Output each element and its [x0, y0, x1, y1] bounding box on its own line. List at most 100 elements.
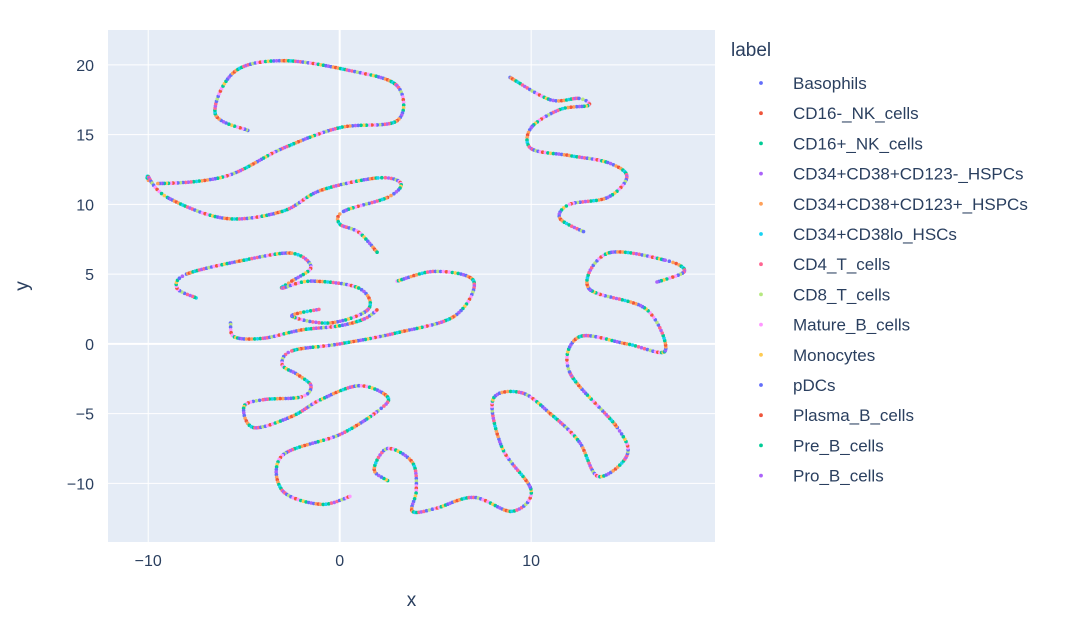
y-tick-label: 10	[76, 197, 94, 214]
legend-marker	[759, 111, 763, 116]
data-point	[353, 123, 358, 128]
data-point	[311, 320, 315, 324]
legend-item[interactable]: CD34+CD38lo_HSCs	[759, 225, 957, 244]
data-point	[575, 155, 579, 159]
legend-item[interactable]: Basophils	[759, 74, 867, 93]
data-point	[363, 72, 368, 76]
data-point	[364, 123, 369, 127]
data-point	[626, 299, 630, 304]
x-tick-label: 0	[335, 553, 344, 570]
legend-item[interactable]: CD34+CD38+CD123-_HSPCs	[759, 165, 1024, 184]
data-point	[255, 337, 260, 341]
legend-item[interactable]: CD34+CD38+CD123+_HSPCs	[759, 195, 1028, 214]
data-point	[562, 153, 567, 157]
data-point	[425, 270, 430, 274]
data-point	[359, 384, 364, 388]
data-point	[546, 151, 550, 155]
data-point	[493, 426, 498, 431]
data-point	[301, 499, 306, 504]
data-point	[557, 99, 561, 103]
data-point	[356, 123, 361, 128]
data-point	[327, 502, 331, 506]
legend-item[interactable]: pDCs	[759, 376, 836, 395]
data-point	[305, 309, 310, 314]
data-point	[566, 105, 570, 110]
data-point	[493, 424, 497, 428]
data-point	[305, 392, 310, 396]
legend-item[interactable]: CD4_T_cells	[759, 255, 890, 274]
data-point	[376, 176, 380, 180]
data-point	[563, 106, 567, 110]
x-tick-label: 10	[522, 553, 540, 570]
data-point	[290, 279, 294, 283]
data-point	[261, 60, 265, 64]
data-point	[580, 200, 585, 204]
data-point	[359, 123, 363, 128]
data-point	[272, 397, 277, 401]
data-point	[362, 384, 367, 388]
data-point	[665, 277, 669, 281]
legend-item[interactable]: Monocytes	[759, 346, 875, 365]
data-point	[314, 320, 318, 325]
data-point	[290, 251, 294, 255]
data-point	[514, 390, 519, 394]
legend[interactable]: label Basophils CD16-_NK_cells CD16+_NK_ce…	[731, 40, 1028, 486]
data-point	[325, 321, 330, 325]
legend-item[interactable]: Pro_B_cells	[759, 467, 884, 486]
data-point	[581, 97, 585, 102]
data-point	[414, 488, 419, 493]
x-axis-title: x	[407, 590, 417, 611]
y-axis-title: y	[12, 281, 33, 291]
data-point	[565, 361, 569, 365]
data-point	[591, 198, 596, 203]
data-point	[364, 202, 369, 206]
data-point	[606, 294, 610, 299]
data-point	[278, 396, 282, 401]
legend-item[interactable]: CD16-_NK_cells	[759, 104, 919, 123]
legend-marker	[759, 292, 763, 297]
data-point	[232, 124, 237, 128]
data-point	[252, 256, 257, 260]
data-point	[583, 199, 588, 204]
data-point	[351, 315, 356, 320]
data-point	[227, 122, 231, 126]
legend-item[interactable]: Mature_B_cells	[759, 316, 910, 335]
legend-item[interactable]: Plasma_B_cells	[759, 406, 914, 425]
y-tick-label: 20	[76, 58, 94, 75]
data-point	[290, 349, 294, 353]
data-point	[450, 270, 455, 275]
legend-label: Pre_B_cells	[793, 436, 884, 455]
data-point	[673, 274, 678, 279]
legend-item[interactable]: CD8_T_cells	[759, 285, 890, 304]
data-point	[438, 269, 443, 274]
data-point	[551, 98, 555, 103]
data-point	[511, 389, 516, 394]
legend-label: CD8_T_cells	[793, 285, 890, 304]
data-point	[306, 279, 310, 284]
data-point	[427, 508, 432, 512]
legend-label: Plasma_B_cells	[793, 406, 914, 425]
data-point	[631, 251, 636, 256]
data-point	[380, 175, 384, 180]
data-point	[414, 479, 419, 483]
data-point	[671, 260, 675, 265]
data-point	[565, 364, 570, 368]
data-point	[200, 179, 204, 183]
data-point	[577, 96, 581, 101]
data-point	[658, 325, 662, 330]
data-point	[214, 264, 219, 268]
data-point	[340, 323, 345, 328]
x-axis-ticks: −10 0 10	[135, 553, 541, 570]
legend-item[interactable]: CD16+_NK_cells	[759, 134, 923, 153]
data-point	[295, 311, 300, 316]
legend-marker	[759, 81, 763, 85]
data-point	[334, 281, 338, 285]
legend-marker	[759, 383, 763, 387]
legend-item[interactable]: Pre_B_cells	[759, 436, 884, 455]
data-point	[365, 384, 369, 389]
data-point	[634, 252, 639, 256]
data-point	[574, 104, 579, 109]
data-point	[621, 250, 625, 254]
data-point	[379, 406, 384, 411]
